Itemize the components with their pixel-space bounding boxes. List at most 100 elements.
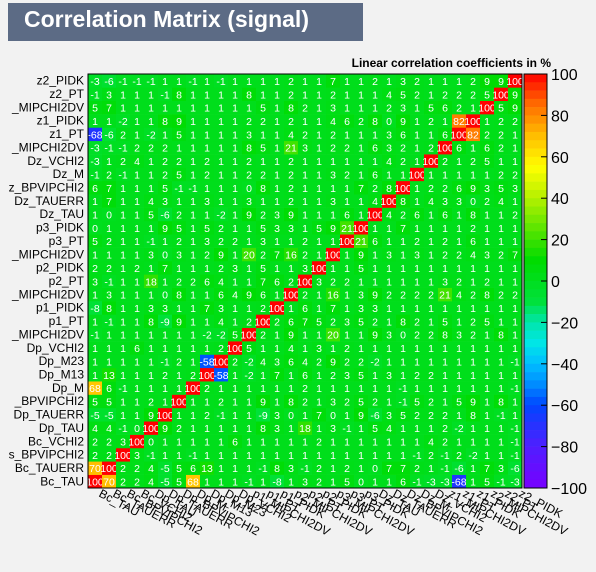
cell-value-label: 1 bbox=[470, 463, 476, 475]
cell-value-label: 1 bbox=[428, 223, 434, 235]
heatmap-cell bbox=[256, 421, 271, 435]
heatmap-cell bbox=[396, 381, 411, 395]
cell-value-label: 0 bbox=[246, 183, 252, 195]
cell-value-label: 2 bbox=[162, 169, 168, 181]
heatmap-cell bbox=[396, 167, 411, 182]
palette-swatch bbox=[524, 454, 547, 464]
y-tick-label: Dp_TAUERR bbox=[14, 408, 85, 422]
cell-value-label: -1 bbox=[104, 276, 113, 288]
heatmap-cell bbox=[480, 354, 495, 369]
cell-value-label: -6 bbox=[370, 410, 379, 422]
cell-value-label: 1 bbox=[218, 450, 224, 462]
cell-value-label: 9 bbox=[176, 116, 182, 128]
heatmap-cell bbox=[116, 367, 131, 382]
heatmap-cell bbox=[410, 381, 425, 395]
heatmap-cell bbox=[452, 127, 467, 142]
cell-value-label: 3 bbox=[288, 463, 294, 475]
heatmap-cell bbox=[172, 140, 187, 155]
heatmap-cell bbox=[298, 140, 313, 155]
heatmap-cell bbox=[326, 127, 341, 142]
cell-value-label: 3 bbox=[120, 437, 126, 449]
heatmap-cell bbox=[186, 367, 201, 382]
cell-value-label: 8 bbox=[260, 423, 266, 435]
heatmap-cell bbox=[438, 447, 453, 462]
heatmap-cell bbox=[396, 301, 411, 315]
heatmap-cell bbox=[186, 314, 201, 329]
cell-value-label: 1 bbox=[470, 423, 476, 435]
heatmap-cell bbox=[158, 180, 173, 195]
heatmap-cell bbox=[438, 301, 453, 315]
cell-value-label: 1 bbox=[316, 196, 322, 208]
heatmap-cell bbox=[102, 114, 117, 128]
cell-value-label: 1 bbox=[344, 450, 350, 462]
cell-value-label: 2 bbox=[456, 450, 462, 462]
heatmap-cell bbox=[438, 140, 453, 155]
heatmap-cell bbox=[88, 341, 103, 355]
cell-value-label: 5 bbox=[414, 396, 420, 408]
cell-value-label: 2 bbox=[456, 250, 462, 262]
cell-value-label: 1 bbox=[400, 356, 406, 368]
cell-value-label: -3 bbox=[440, 477, 449, 489]
cell-value-label: 20 bbox=[327, 330, 339, 342]
cell-value-label: -1 bbox=[118, 143, 127, 155]
heatmap-cell bbox=[116, 447, 131, 462]
heatmap-cell bbox=[438, 421, 453, 435]
cell-value-label: 1 bbox=[372, 156, 378, 168]
heatmap-cell bbox=[298, 434, 313, 449]
heatmap-cell bbox=[326, 207, 341, 222]
heatmap-cell bbox=[116, 341, 131, 355]
cell-value-label: 1 bbox=[120, 330, 126, 342]
heatmap-cell bbox=[270, 87, 285, 101]
cell-value-label: 9 bbox=[288, 330, 294, 342]
heatmap-cell bbox=[438, 381, 453, 395]
cell-value-label: 1 bbox=[260, 156, 266, 168]
cell-value-label: 6 bbox=[414, 210, 420, 222]
cell-value-label: 8 bbox=[246, 89, 252, 101]
cell-value-label: 8 bbox=[400, 316, 406, 328]
heatmap-cell bbox=[368, 194, 383, 208]
cell-value-label: 1 bbox=[190, 156, 196, 168]
cell-value-label: 2 bbox=[498, 250, 504, 262]
palette-swatch bbox=[524, 98, 547, 108]
cell-value-label: 6 bbox=[344, 116, 350, 128]
heatmap-cell bbox=[396, 421, 411, 435]
cell-value-label: 3 bbox=[274, 223, 280, 235]
y-tick-label: p1_PIDK bbox=[36, 301, 84, 315]
cell-value-label: 1 bbox=[302, 437, 308, 449]
heatmap-cell bbox=[242, 154, 257, 168]
cell-value-label: 1 bbox=[512, 143, 518, 155]
heatmap-cell bbox=[270, 314, 285, 329]
heatmap-cell bbox=[298, 367, 313, 382]
heatmap-cell bbox=[494, 220, 509, 235]
heatmap-cell bbox=[214, 114, 229, 128]
cell-value-label: 1 bbox=[176, 263, 182, 275]
cell-value-label: 1 bbox=[274, 196, 280, 208]
heatmap-cell bbox=[368, 301, 383, 315]
cell-value-label: 5 bbox=[232, 330, 238, 342]
cell-value-label: 1 bbox=[302, 210, 308, 222]
heatmap-cell bbox=[424, 114, 439, 128]
heatmap-cell bbox=[312, 314, 327, 329]
cell-value-label: 1 bbox=[190, 89, 196, 101]
cell-value-label: 100 bbox=[324, 250, 342, 262]
heatmap-cell bbox=[116, 421, 131, 435]
cell-value-label: -2 bbox=[454, 423, 463, 435]
palette-tick-label: −20 bbox=[551, 315, 578, 332]
cell-value-label: 1 bbox=[260, 76, 266, 88]
cell-value-label: 1 bbox=[484, 450, 490, 462]
cell-value-label: 1 bbox=[442, 370, 448, 382]
heatmap-cell bbox=[480, 180, 495, 195]
cell-value-label: 9 bbox=[162, 423, 168, 435]
heatmap-cell bbox=[494, 394, 509, 409]
heatmap-cell bbox=[228, 474, 243, 489]
heatmap-cell bbox=[452, 421, 467, 435]
heatmap-cell bbox=[340, 274, 355, 288]
cell-value-label: 1 bbox=[218, 463, 224, 475]
cell-value-label: 1 bbox=[498, 370, 504, 382]
palette-swatch bbox=[524, 446, 547, 456]
heatmap-cell bbox=[312, 434, 327, 449]
cell-value-label: 1 bbox=[512, 370, 518, 382]
heatmap-cell bbox=[452, 207, 467, 222]
heatmap-cell bbox=[186, 74, 201, 88]
cell-value-label: 1 bbox=[456, 316, 462, 328]
